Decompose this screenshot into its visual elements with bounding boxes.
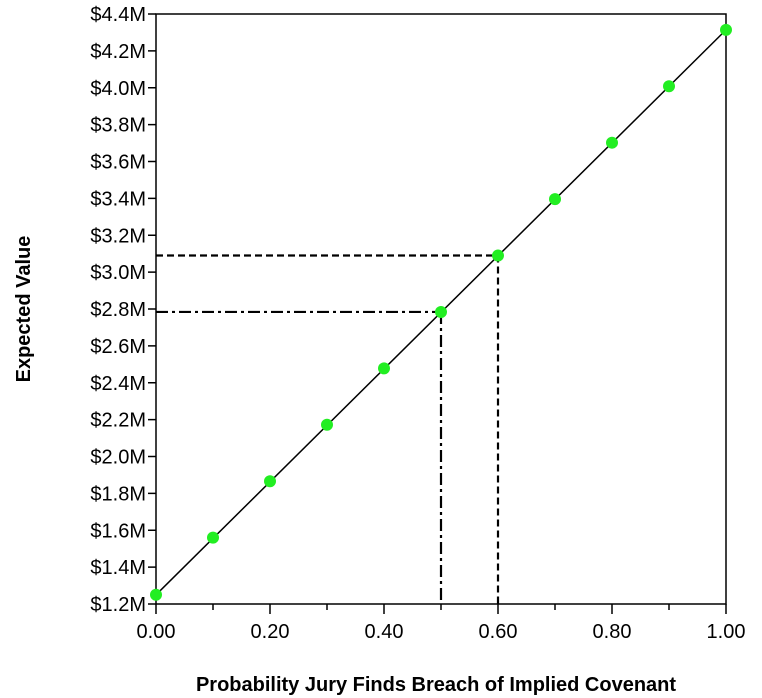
- data-point: [492, 249, 504, 262]
- y-tick-label: $3.2M: [90, 225, 146, 247]
- x-axis-title: Probability Jury Finds Breach of Implied…: [196, 674, 676, 696]
- y-tick-label: $2.8M: [90, 299, 146, 321]
- data-points: [150, 23, 732, 601]
- y-tick-label: $2.6M: [90, 336, 146, 358]
- y-tick-label: $3.0M: [90, 262, 146, 284]
- data-point: [606, 136, 618, 149]
- reference-lines: [156, 254, 500, 604]
- data-point: [321, 418, 333, 431]
- y-axis: $1.2M $1.4M $1.6M $1.8M $2.0M $2.2M $2.4M $2.6M…: [90, 4, 156, 616]
- y-tick-label: $4.0M: [90, 78, 146, 100]
- x-tick-label: 0.20: [251, 621, 290, 643]
- y-tick-label: $3.8M: [90, 115, 146, 137]
- x-axis: 0.00 0.20 0.40 0.60 0.80 1.00: [137, 604, 746, 643]
- x-tick-label: 0.60: [479, 621, 518, 643]
- data-point: [378, 362, 390, 375]
- y-tick-label: $2.4M: [90, 373, 146, 395]
- data-point: [435, 305, 447, 318]
- x-tick-label: 0.00: [137, 621, 176, 643]
- data-point: [264, 475, 276, 488]
- x-tick-label: 1.00: [707, 621, 746, 643]
- y-tick-label: $1.4M: [90, 557, 146, 579]
- y-tick-label: $3.6M: [90, 152, 146, 174]
- x-tick-label: 0.40: [365, 621, 404, 643]
- y-tick-label: $1.6M: [90, 520, 146, 542]
- data-point: [549, 193, 561, 206]
- y-tick-label: $4.2M: [90, 41, 146, 63]
- y-tick-label: $2.0M: [90, 447, 146, 469]
- y-tick-label: $1.8M: [90, 483, 146, 505]
- data-point: [720, 23, 732, 36]
- x-tick-label: 0.80: [593, 621, 632, 643]
- data-point: [207, 531, 219, 544]
- data-point: [150, 588, 162, 601]
- y-tick-label: $4.4M: [90, 4, 146, 26]
- y-tick-label: $1.2M: [90, 594, 146, 616]
- y-axis-title: Expected Value: [13, 236, 35, 383]
- y-tick-label: $3.4M: [90, 188, 146, 210]
- data-point: [663, 80, 675, 93]
- y-tick-label: $2.2M: [90, 410, 146, 432]
